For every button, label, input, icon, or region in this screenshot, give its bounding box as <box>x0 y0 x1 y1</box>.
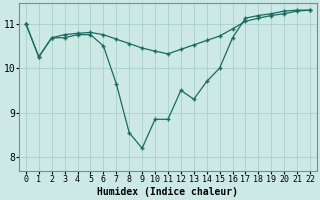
X-axis label: Humidex (Indice chaleur): Humidex (Indice chaleur) <box>98 186 238 197</box>
